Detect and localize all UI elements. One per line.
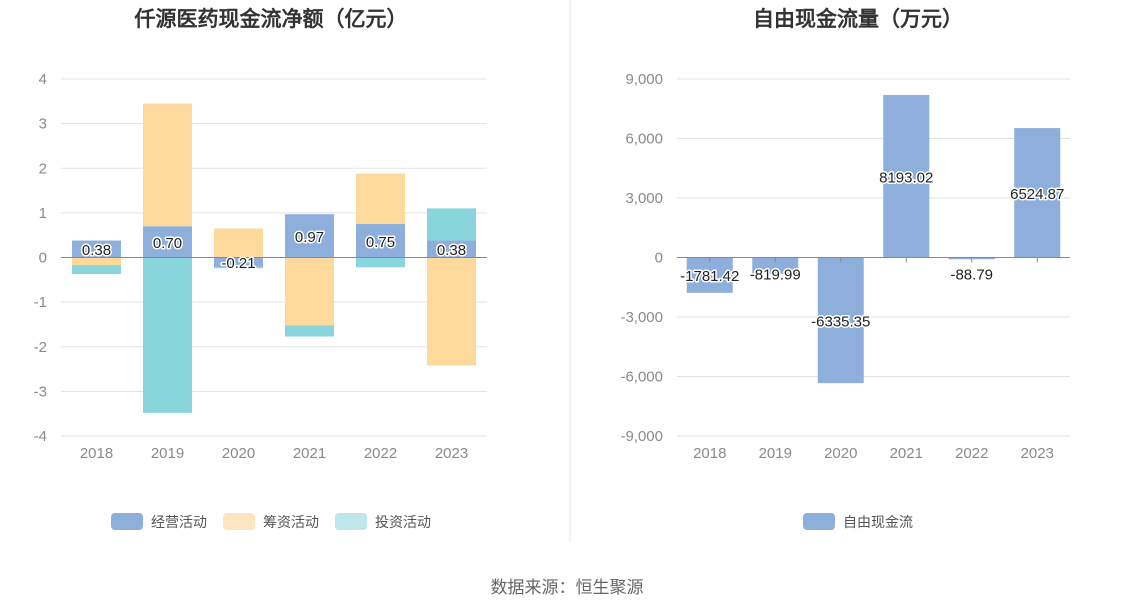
bar [356, 257, 405, 268]
data-label: 8193.02 [879, 169, 933, 186]
bar [285, 325, 334, 337]
legend-item: 筹资活动 [223, 513, 319, 530]
y-tick-label: 4 [39, 71, 47, 88]
y-tick-label: 1 [39, 205, 47, 222]
bar [427, 208, 476, 241]
bar [356, 224, 405, 258]
data-label: 0.38 [437, 242, 466, 259]
bar [817, 257, 864, 384]
bar [752, 257, 799, 274]
data-label: 0.70 [153, 235, 182, 252]
y-tick-label: 0 [39, 250, 47, 267]
data-source-note: 数据来源：恒生聚源 [490, 578, 644, 597]
legend-label: 投资活动 [375, 514, 431, 530]
bar [72, 265, 121, 275]
data-label: 6524.87 [1010, 186, 1064, 203]
legend-swatch [223, 513, 255, 530]
y-tick-label: 2 [39, 160, 47, 177]
y-tick-label: -6,000 [620, 369, 663, 386]
bar [214, 266, 263, 269]
x-tick-label: 2023 [1021, 445, 1054, 462]
data-label: 0.75 [366, 234, 395, 251]
data-label: -1781.42 [680, 268, 739, 285]
x-tick-label: 2023 [435, 445, 468, 462]
bar [1014, 128, 1061, 258]
x-tick-label: 2020 [824, 445, 857, 462]
chart-title: 自由现金流量（万元） [753, 7, 963, 31]
data-label: -0.21 [221, 255, 255, 272]
bar [427, 240, 476, 258]
legend-item: 自由现金流 [803, 513, 913, 530]
legend-swatch [803, 513, 835, 530]
x-tick-label: 2020 [222, 445, 255, 462]
x-tick-label: 2021 [890, 445, 923, 462]
bar [427, 257, 476, 366]
bar [143, 103, 192, 227]
legend-label: 自由现金流 [843, 514, 913, 530]
y-tick-label: 3,000 [625, 190, 663, 207]
data-label: 0.38 [82, 242, 111, 259]
bar [214, 228, 263, 258]
bar [356, 173, 405, 225]
chart-cash-flow-net: 仟源医药现金流净额（亿元） 4 3 2 1 0 -1 -2 -3 -4 2018 2019 2020 20… [34, 7, 487, 530]
x-tick-label: 2022 [955, 445, 988, 462]
bar [285, 257, 334, 326]
chart-title: 仟源医药现金流净额（亿元） [134, 7, 408, 31]
chart-free-cash-flow: 自由现金流量（万元） 9,000 6,000 3,000 0 -3,000 -6,000 -9… [620, 7, 1070, 530]
y-tick-label: -3,000 [620, 309, 663, 326]
data-label: 0.97 [295, 229, 324, 246]
legend-label: 经营活动 [151, 514, 207, 530]
y-tick-label: 3 [39, 116, 47, 133]
y-tick-label: 0 [655, 250, 663, 267]
x-tick-label: 2018 [80, 445, 113, 462]
bar [72, 240, 121, 258]
x-tick-label: 2019 [759, 445, 792, 462]
data-label: -88.79 [950, 267, 993, 284]
bar [72, 257, 121, 266]
x-tick-label: 2019 [151, 445, 184, 462]
bar [686, 257, 733, 293]
y-tick-label: -4 [34, 428, 47, 445]
legend-label: 筹资活动 [263, 514, 319, 530]
x-tick-label: 2021 [293, 445, 326, 462]
data-label: -819.99 [750, 267, 801, 284]
y-tick-label: 6,000 [625, 131, 663, 148]
legend-swatch [335, 513, 367, 530]
legend-item: 经营活动 [111, 513, 207, 530]
y-tick-label: -1 [34, 294, 47, 311]
bar [143, 257, 192, 413]
y-tick-label: 9,000 [625, 71, 663, 88]
bar [883, 95, 930, 258]
legend-item: 投资活动 [335, 513, 431, 530]
y-tick-label: -9,000 [620, 428, 663, 445]
y-tick-label: -2 [34, 339, 47, 356]
bar [214, 257, 263, 267]
bar [143, 226, 192, 258]
y-tick-label: -3 [34, 383, 47, 400]
data-label: -6335.35 [811, 313, 870, 330]
x-tick-label: 2022 [364, 445, 397, 462]
x-tick-label: 2018 [693, 445, 726, 462]
bar [285, 214, 334, 258]
legend-swatch [111, 513, 143, 530]
